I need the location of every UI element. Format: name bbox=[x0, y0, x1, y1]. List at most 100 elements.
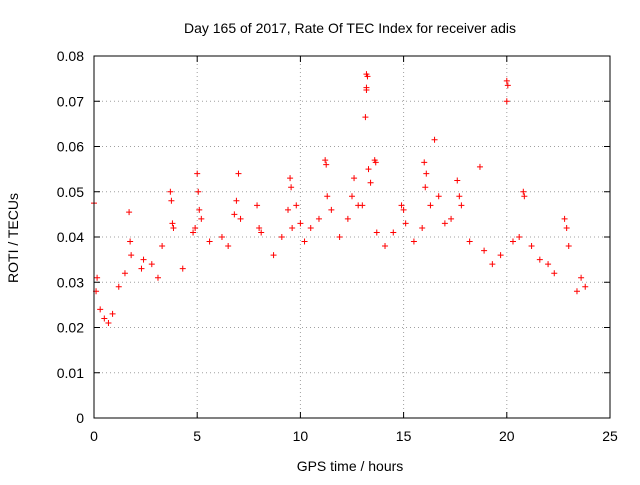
data-point bbox=[421, 159, 428, 166]
data-point bbox=[167, 188, 174, 195]
data-point bbox=[372, 159, 379, 166]
data-point bbox=[419, 224, 426, 231]
y-tick-label: 0.04 bbox=[57, 229, 84, 245]
data-point bbox=[435, 193, 442, 200]
y-tick-label: 0.08 bbox=[57, 48, 84, 64]
data-point bbox=[362, 114, 369, 121]
grid-layer bbox=[94, 56, 610, 418]
data-point bbox=[206, 238, 213, 245]
y-tick-label: 0.02 bbox=[57, 320, 84, 336]
data-point bbox=[256, 224, 263, 231]
data-point bbox=[159, 243, 166, 250]
data-point bbox=[315, 215, 322, 222]
data-point bbox=[278, 234, 285, 240]
data-point bbox=[398, 202, 405, 209]
data-point bbox=[497, 252, 504, 259]
data-point bbox=[127, 238, 134, 245]
y-tick-label: 0.06 bbox=[57, 139, 84, 155]
data-point bbox=[97, 306, 104, 313]
data-point bbox=[336, 234, 343, 240]
data-point bbox=[225, 243, 232, 250]
data-point bbox=[301, 238, 308, 245]
data-point bbox=[551, 270, 558, 277]
data-point bbox=[367, 179, 374, 186]
data-point bbox=[231, 211, 238, 218]
data-point bbox=[402, 220, 409, 227]
data-point bbox=[578, 274, 585, 281]
y-tick-label: 0 bbox=[76, 410, 84, 426]
data-point bbox=[323, 161, 330, 168]
data-point bbox=[573, 288, 580, 295]
data-point bbox=[128, 252, 135, 259]
data-point bbox=[363, 86, 370, 93]
points-layer bbox=[91, 71, 589, 326]
data-point bbox=[423, 170, 430, 177]
data-point bbox=[466, 238, 473, 245]
data-point bbox=[192, 224, 199, 231]
data-point bbox=[101, 315, 108, 322]
y-axis-label: ROTI / TECUs bbox=[5, 193, 21, 283]
data-point bbox=[563, 224, 570, 231]
axes-layer: 0 5 10 15 20 25 0 0.01 0.02 0.03 0.04 0.05 0.06 0.07 0… bbox=[57, 48, 618, 444]
x-tick-label: 25 bbox=[602, 428, 618, 444]
data-point bbox=[481, 247, 488, 254]
data-point bbox=[190, 229, 197, 236]
data-point bbox=[195, 188, 202, 195]
data-point bbox=[324, 193, 331, 200]
data-point bbox=[328, 206, 335, 213]
data-point bbox=[154, 274, 161, 281]
y-tick-label: 0.05 bbox=[57, 184, 84, 200]
data-point bbox=[521, 193, 528, 200]
data-point bbox=[121, 270, 128, 277]
data-point bbox=[297, 220, 304, 227]
data-point bbox=[503, 98, 510, 105]
data-point bbox=[287, 175, 294, 182]
data-point bbox=[504, 82, 511, 89]
data-point bbox=[400, 206, 407, 213]
data-point bbox=[454, 177, 461, 184]
data-point bbox=[138, 265, 145, 272]
data-point bbox=[545, 261, 552, 268]
data-point bbox=[382, 243, 389, 250]
data-point bbox=[218, 234, 225, 240]
data-point bbox=[270, 252, 277, 259]
x-axis-label: GPS time / hours bbox=[297, 458, 404, 474]
data-point bbox=[520, 188, 527, 195]
x-tick-label: 20 bbox=[499, 428, 515, 444]
data-point bbox=[109, 310, 116, 317]
data-point bbox=[561, 215, 568, 222]
data-point bbox=[307, 224, 314, 231]
data-point bbox=[233, 197, 240, 204]
data-point bbox=[105, 319, 112, 326]
data-point bbox=[322, 157, 329, 164]
data-point bbox=[458, 202, 465, 209]
data-point bbox=[194, 170, 201, 177]
data-point bbox=[254, 202, 261, 209]
data-point bbox=[489, 261, 496, 268]
data-point bbox=[365, 166, 372, 173]
data-point bbox=[168, 197, 175, 204]
data-point bbox=[516, 234, 523, 240]
data-point bbox=[94, 274, 101, 281]
data-point bbox=[422, 184, 429, 191]
data-point bbox=[237, 215, 244, 222]
data-point bbox=[528, 243, 535, 250]
data-point bbox=[349, 193, 355, 200]
x-tick-label: 10 bbox=[293, 428, 309, 444]
data-point bbox=[364, 73, 371, 80]
data-point bbox=[140, 256, 147, 263]
data-point bbox=[431, 136, 438, 143]
data-point bbox=[293, 202, 300, 209]
x-tick-label: 0 bbox=[90, 428, 98, 444]
data-point bbox=[448, 215, 455, 222]
data-point bbox=[390, 229, 397, 236]
data-point bbox=[289, 224, 296, 231]
data-point bbox=[148, 261, 155, 268]
data-point bbox=[115, 283, 122, 290]
data-point bbox=[536, 256, 543, 263]
data-point bbox=[373, 229, 380, 236]
x-tick-label: 15 bbox=[396, 428, 412, 444]
data-point bbox=[179, 265, 186, 272]
